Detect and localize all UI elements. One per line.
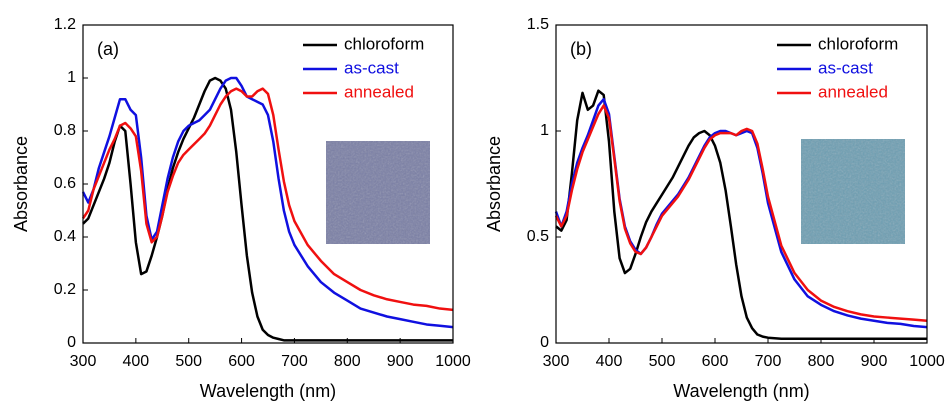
x-tick-label: 900 (387, 353, 414, 370)
film-photo (801, 139, 905, 244)
y-tick-label: 0 (540, 334, 549, 351)
x-tick-label: 500 (649, 353, 676, 370)
y-tick-label: 0.2 (54, 281, 76, 298)
legend-label: chloroform (818, 34, 898, 53)
y-tick-label: 1 (540, 122, 549, 139)
series-line (81, 87, 454, 312)
plot-frame (555, 24, 928, 344)
x-tick-label: 600 (228, 353, 255, 370)
y-tick-label: 0.6 (54, 175, 76, 192)
plot-frame (82, 24, 454, 344)
y-tick-label: 0.8 (54, 122, 76, 139)
x-tick-label: 400 (596, 353, 623, 370)
x-tick-label: 800 (808, 353, 835, 370)
legend-label: as-cast (344, 58, 399, 77)
legend-label: annealed (344, 82, 414, 101)
x-axis-label: Wavelength (nm) (673, 381, 809, 401)
y-axis-label: Absorbance (484, 136, 504, 232)
x-tick-label: 1000 (909, 353, 945, 370)
panel-label: (b) (570, 39, 592, 59)
x-tick-label: 700 (755, 353, 782, 370)
x-tick-label: 900 (861, 353, 888, 370)
x-tick-label: 500 (175, 353, 202, 370)
series-line (555, 89, 927, 341)
x-tick-label: 700 (281, 353, 308, 370)
x-tick-label: 400 (123, 353, 150, 370)
y-axis-label: Absorbance (11, 136, 31, 232)
legend-label: annealed (818, 82, 888, 101)
x-tick-label: 300 (543, 353, 570, 370)
x-axis-label: Wavelength (nm) (200, 381, 336, 401)
panel-label: (a) (97, 39, 119, 59)
series-line (554, 104, 928, 322)
x-tick-label: 600 (702, 353, 729, 370)
legend-label: chloroform (344, 34, 424, 53)
y-tick-label: 0.4 (54, 228, 76, 245)
x-tick-label: 1000 (435, 353, 471, 370)
series-line (81, 76, 454, 329)
y-tick-label: 0 (67, 334, 76, 351)
y-tick-label: 1.5 (527, 16, 549, 33)
x-tick-label: 300 (70, 353, 97, 370)
y-tick-label: 0.5 (527, 228, 549, 245)
y-tick-label: 1 (67, 69, 76, 86)
legend-label: as-cast (818, 58, 873, 77)
film-photo (326, 141, 430, 244)
y-tick-label: 1.2 (54, 16, 76, 33)
x-tick-label: 800 (334, 353, 361, 370)
series-line (82, 76, 453, 342)
